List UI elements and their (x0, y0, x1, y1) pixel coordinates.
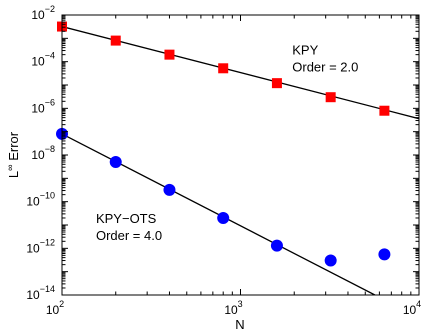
x-tick-label: 102 (46, 299, 64, 317)
fit-line-1 (62, 25, 419, 120)
series-2-point (109, 156, 122, 169)
annotation-1-line-2: Order = 2.0 (292, 60, 358, 75)
series-1-point (218, 63, 229, 74)
y-tick-label: 10−10 (26, 191, 55, 209)
y-tick-label: 10−4 (31, 51, 55, 69)
series-2-point (270, 239, 283, 252)
series-1-point (164, 49, 175, 60)
x-tick-label: 104 (403, 299, 421, 317)
y-axis-label-base: L (6, 171, 21, 178)
series-2-point (378, 248, 391, 261)
annotation-2-line-2: Order = 4.0 (96, 228, 162, 243)
y-axis-label-sup: ∞ (5, 164, 15, 170)
x-axis-label: N (235, 317, 244, 332)
axis-ticks: 102 103 104 10−14 10−12 10−10 10−8 10−6 10−4 10−2 (26, 4, 421, 317)
series-2-point (217, 211, 230, 224)
series-2-point (324, 254, 337, 267)
y-tick-label: 10−12 (26, 237, 55, 255)
annotations: KPY Order = 2.0 KPY−OTS Order = 4.0 (96, 43, 358, 244)
plot-area (62, 15, 419, 295)
y-tick-label: 10−14 (26, 284, 55, 302)
y-axis-label-rest: Error (6, 131, 21, 164)
series-2-point (163, 183, 176, 196)
series-1-point (110, 35, 121, 46)
y-axis-label: L∞ Error (5, 131, 21, 178)
series-1-point (379, 105, 390, 116)
y-tick-label: 10−8 (31, 144, 55, 162)
x-tick-label: 103 (224, 299, 242, 317)
annotation-2-line-1: KPY−OTS (96, 211, 157, 226)
annotation-1-line-1: KPY (292, 43, 318, 58)
y-tick-label: 10−6 (31, 97, 55, 115)
series-1-point (271, 78, 282, 89)
y-tick-label: 10−2 (31, 4, 55, 22)
series-1-point (325, 92, 336, 103)
